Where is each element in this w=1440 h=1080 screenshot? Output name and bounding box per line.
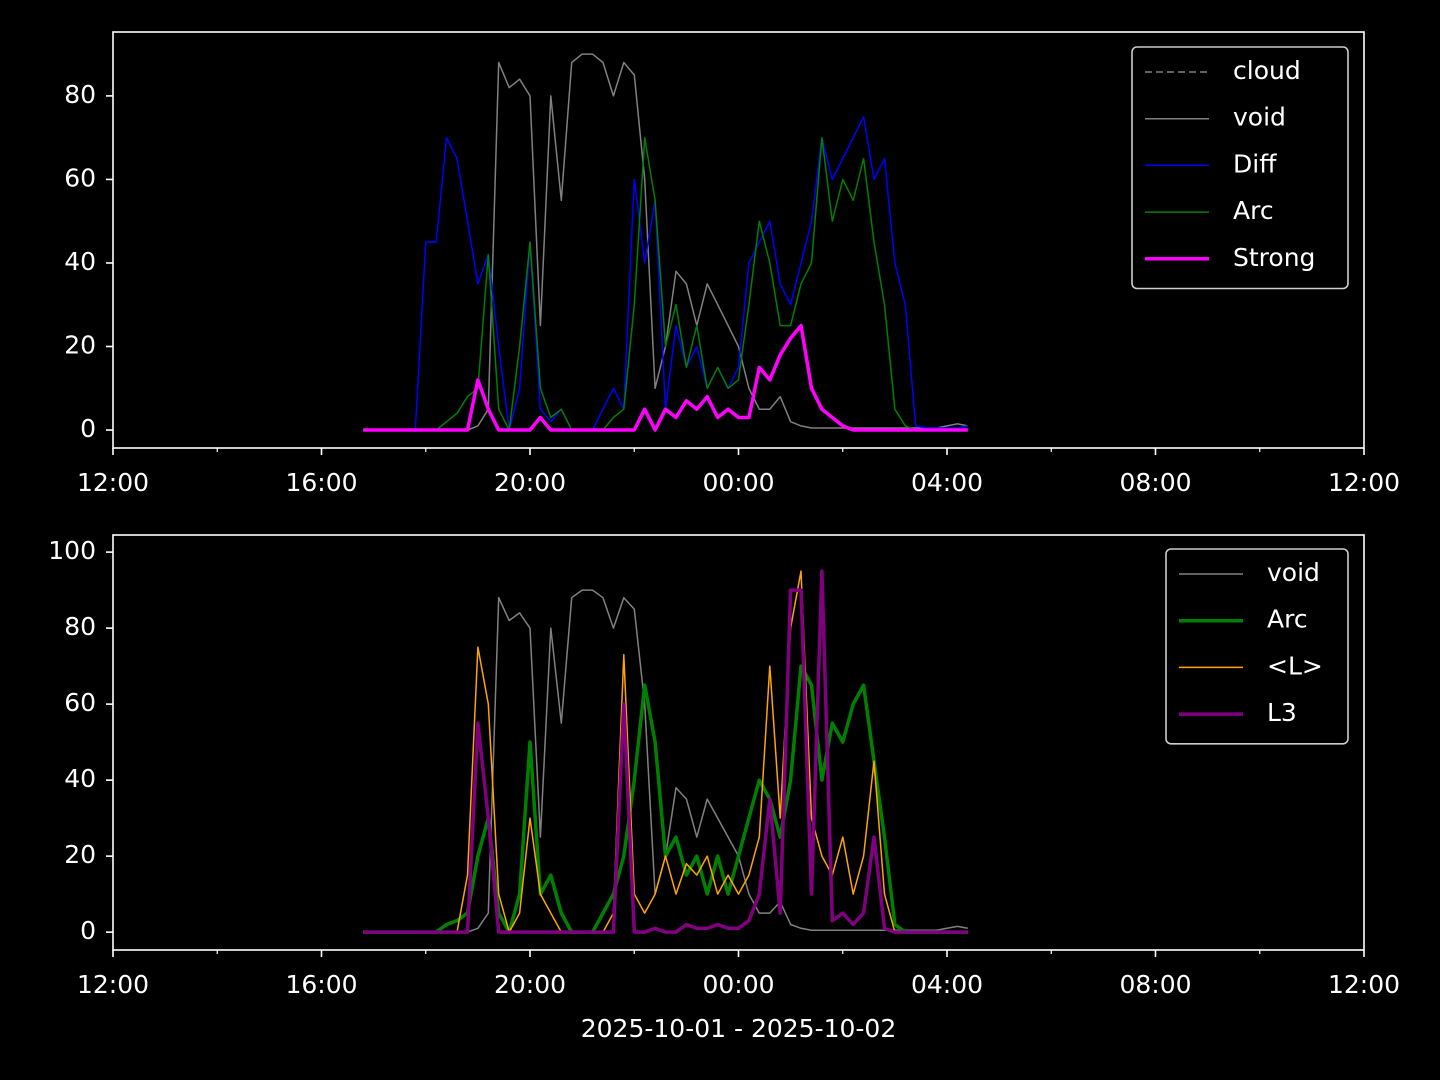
x-tick-label: 12:00	[77, 970, 149, 999]
y-tick-label: 40	[64, 247, 96, 276]
y-tick-label: 60	[64, 163, 96, 192]
series-line	[363, 569, 968, 934]
x-tick-label: 12:00	[77, 468, 149, 497]
x-tick-label: 04:00	[911, 468, 983, 497]
x-tick-label: 04:00	[911, 970, 983, 999]
legend-label: cloud	[1233, 56, 1301, 85]
legend-box	[1131, 46, 1349, 290]
x-tick-label: 12:00	[1328, 468, 1400, 497]
y-tick-label: 60	[64, 688, 96, 717]
y-tick-label: 0	[80, 414, 96, 443]
legend-label: Strong	[1233, 243, 1315, 272]
series-line	[363, 570, 968, 933]
y-tick-label: 20	[64, 840, 96, 869]
legend-label: <L>	[1267, 651, 1323, 680]
x-tick-label: 00:00	[702, 970, 774, 999]
x-tick-label: 20:00	[494, 468, 566, 497]
legend-label: L3	[1267, 698, 1297, 727]
legend-label: Arc	[1233, 196, 1274, 225]
series-line	[363, 323, 968, 432]
legend-box	[1165, 548, 1349, 745]
y-tick-label: 80	[64, 612, 96, 641]
x-axis-label: 2025-10-01 - 2025-10-02	[581, 1014, 897, 1043]
x-tick-label: 00:00	[702, 468, 774, 497]
y-tick-label: 40	[64, 764, 96, 793]
y-tick-label: 80	[64, 80, 96, 109]
x-tick-label: 08:00	[1119, 468, 1191, 497]
y-tick-label: 100	[48, 536, 96, 565]
y-tick-label: 0	[80, 916, 96, 945]
y-tick-label: 20	[64, 331, 96, 360]
x-tick-label: 08:00	[1119, 970, 1191, 999]
x-tick-label: 16:00	[285, 970, 357, 999]
legend-label: Arc	[1267, 605, 1308, 634]
series-line	[363, 136, 968, 431]
legend-label: void	[1233, 103, 1286, 132]
x-tick-label: 12:00	[1328, 970, 1400, 999]
legend-label: Diff	[1233, 149, 1277, 178]
x-tick-label: 16:00	[285, 468, 357, 497]
legend-label: void	[1267, 558, 1320, 587]
x-tick-label: 20:00	[494, 970, 566, 999]
